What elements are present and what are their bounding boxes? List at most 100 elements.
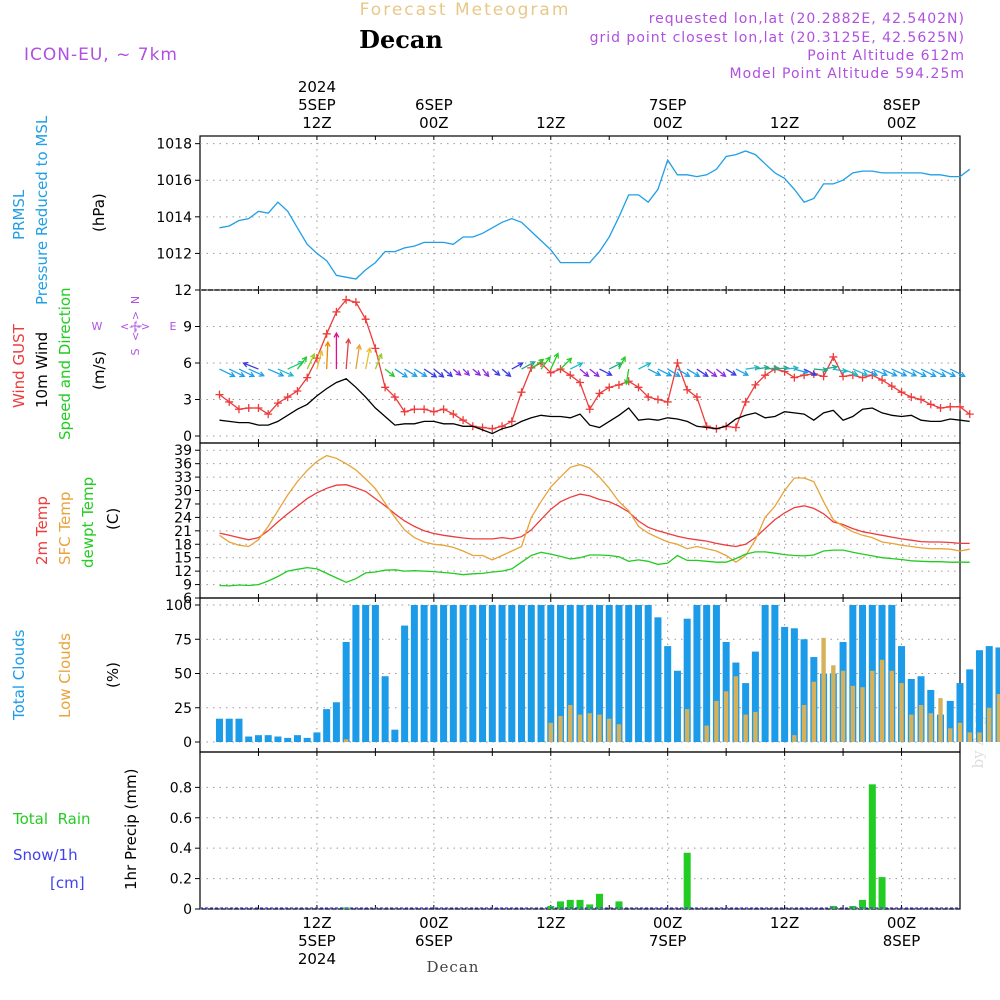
bar-total-clouds (469, 605, 477, 742)
wind-arrow-head (702, 371, 709, 378)
wind-label-gust: Wind GUST (10, 323, 28, 408)
bar-total-clouds (313, 732, 321, 742)
bar-low-clouds (870, 670, 875, 742)
wind-labels: Wind GUST 10m Wind Speed and Direction (… (10, 287, 177, 440)
wind-arrow (560, 357, 572, 370)
bar-total-clouds (274, 736, 282, 742)
wind-arrow-head (333, 331, 340, 338)
bar-total-clouds (849, 605, 857, 742)
wind-arrow-head (248, 371, 256, 378)
bar-total-clouds (771, 605, 779, 742)
gust-marker (839, 372, 848, 381)
gust-marker (800, 371, 809, 380)
wind-arrow (501, 368, 511, 377)
bar-low-clouds (704, 725, 709, 742)
y-tick-label: 0.6 (170, 811, 192, 827)
bar-total-clouds (595, 605, 603, 742)
bar-low-clouds (684, 709, 690, 742)
temp-label-dewpt: dewpt Temp (79, 477, 97, 568)
bottom-axis-hour: 12Z (770, 914, 799, 932)
bar-low-clouds (879, 659, 885, 742)
wind-arrow (238, 368, 255, 377)
wind-arrow (243, 362, 259, 370)
bar-total-clouds (985, 646, 993, 742)
wind-arrow-head (324, 340, 331, 347)
bottom-axis-hour: 00Z (887, 914, 916, 932)
wind-arrow-head (345, 337, 352, 344)
wind-arrow-head (438, 372, 445, 378)
y-tick-label: 0 (183, 902, 192, 918)
wind-label-10m: 10m Wind (33, 332, 51, 408)
grid-point-coords: grid point closest lon,lat (20.3125E, 42… (590, 30, 965, 46)
wind-arrow-head (242, 361, 249, 368)
wind-arrow-head (730, 370, 737, 376)
bar-low-clouds (987, 707, 992, 742)
bar-total-clouds (800, 639, 808, 742)
bar-total-clouds (566, 605, 574, 742)
bar-total-rain (595, 893, 603, 909)
gust-marker (653, 395, 662, 404)
bar-low-clouds (909, 714, 914, 742)
wind-arrow (462, 368, 470, 376)
bar-low-clouds (558, 715, 563, 742)
clouds-label-low: Low Clouds (56, 633, 74, 718)
model-label: ICON-EU, ~ 7km (24, 45, 178, 65)
wind-arrow (765, 367, 779, 370)
wind-arrow (423, 368, 437, 378)
top-axis-hour: 00Z (419, 114, 448, 132)
wind-arrow (248, 368, 264, 377)
wind-arrow-head (494, 370, 501, 376)
bar-total-clouds (352, 605, 360, 742)
bar-total-clouds (703, 605, 711, 742)
wind-arrow (696, 368, 709, 377)
gust-marker (673, 359, 682, 367)
wind-arrow-head (666, 371, 673, 377)
wind-arrow-head (505, 371, 512, 378)
wind-arrow (949, 368, 965, 377)
bar-total-clouds (225, 718, 233, 742)
wind-arrow (823, 366, 837, 370)
bar-total-clouds (508, 605, 516, 742)
gust-marker (225, 397, 234, 406)
gust-marker (527, 363, 536, 372)
wind-arrow (920, 368, 936, 377)
temp-label-unit: (C) (104, 508, 122, 530)
compass-e: E (170, 320, 177, 333)
gust-marker (751, 380, 760, 389)
gust-marker (663, 397, 672, 406)
wind-arrow (599, 368, 612, 376)
bar-total-clouds (712, 605, 720, 742)
bar-total-clouds (293, 735, 301, 742)
bar-total-rain (859, 899, 867, 909)
wind-arrow-head (301, 355, 308, 363)
y-tick-label: 0 (183, 429, 192, 445)
precip-label-cm: [cm] (50, 874, 85, 892)
y-tick-label: 3 (183, 393, 192, 409)
bar-total-clouds (303, 737, 311, 742)
bottom-axis-date: 8SEP (883, 932, 921, 950)
wind-arrow (414, 368, 427, 377)
wind-arrow-head (411, 371, 418, 377)
wind-arrow (774, 367, 789, 370)
wind-arrow (716, 368, 726, 377)
wind-arrow (745, 366, 759, 370)
pressure-label-prmsl: PRMSL (10, 189, 28, 240)
wind-arrow-head (258, 371, 265, 377)
bar-total-clouds (518, 605, 526, 742)
wind-arrow (910, 368, 926, 377)
gust-marker (576, 378, 584, 387)
bar-total-clouds (673, 670, 681, 742)
bar-low-clouds (548, 722, 553, 742)
bar-total-clouds (323, 709, 331, 742)
wind-arrow (608, 362, 622, 370)
wind-arrow (891, 368, 907, 377)
bar-total-clouds (742, 683, 750, 742)
wind-arrow-head (616, 362, 623, 368)
y-tick-label: 1014 (156, 210, 192, 226)
bar-low-clouds (343, 739, 349, 742)
gust-marker (829, 352, 838, 361)
bar-low-clouds (597, 714, 602, 742)
wind-arrow-head (464, 370, 471, 377)
wind-arrow (618, 356, 626, 370)
y-tick-label: 0.8 (170, 780, 192, 796)
